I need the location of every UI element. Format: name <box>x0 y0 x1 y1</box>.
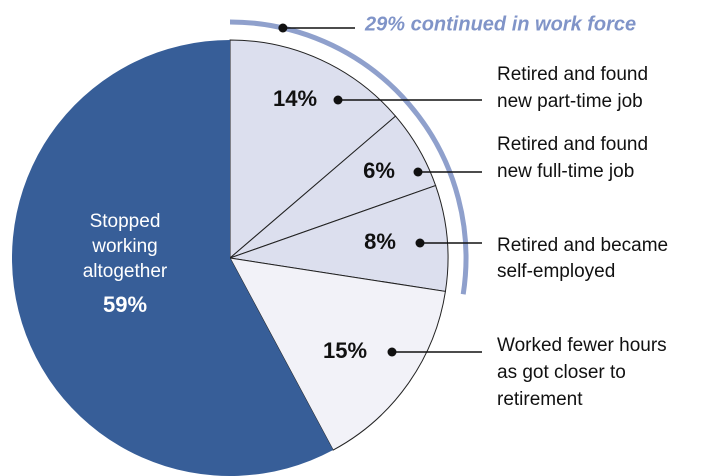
annotation: 29% continued in work force <box>364 13 636 35</box>
value-label: 6% <box>363 158 395 183</box>
work-force-arc <box>229 19 469 295</box>
slice <box>12 40 334 476</box>
category-label: retirement <box>497 389 583 410</box>
value-label: 8% <box>364 229 396 254</box>
category-label: as got closer to <box>497 362 626 383</box>
category-label: self-employed <box>497 261 615 282</box>
category-label: Stopped <box>90 211 161 232</box>
category-label: Retired and became <box>497 235 668 256</box>
category-label: new full-time job <box>497 161 634 182</box>
slice <box>229 184 449 293</box>
category-label: Retired and found <box>497 134 648 155</box>
category-label: Worked fewer hours <box>497 335 667 356</box>
category-label: working <box>91 236 157 257</box>
value-label: 14% <box>273 86 317 111</box>
category-label: Retired and found <box>497 64 648 85</box>
value-label: 59% <box>103 292 147 317</box>
value-label: 15% <box>323 338 367 363</box>
category-label: altogether <box>83 261 168 282</box>
slice <box>229 39 397 260</box>
slice <box>229 257 446 451</box>
category-label: new part-time job <box>497 91 643 112</box>
